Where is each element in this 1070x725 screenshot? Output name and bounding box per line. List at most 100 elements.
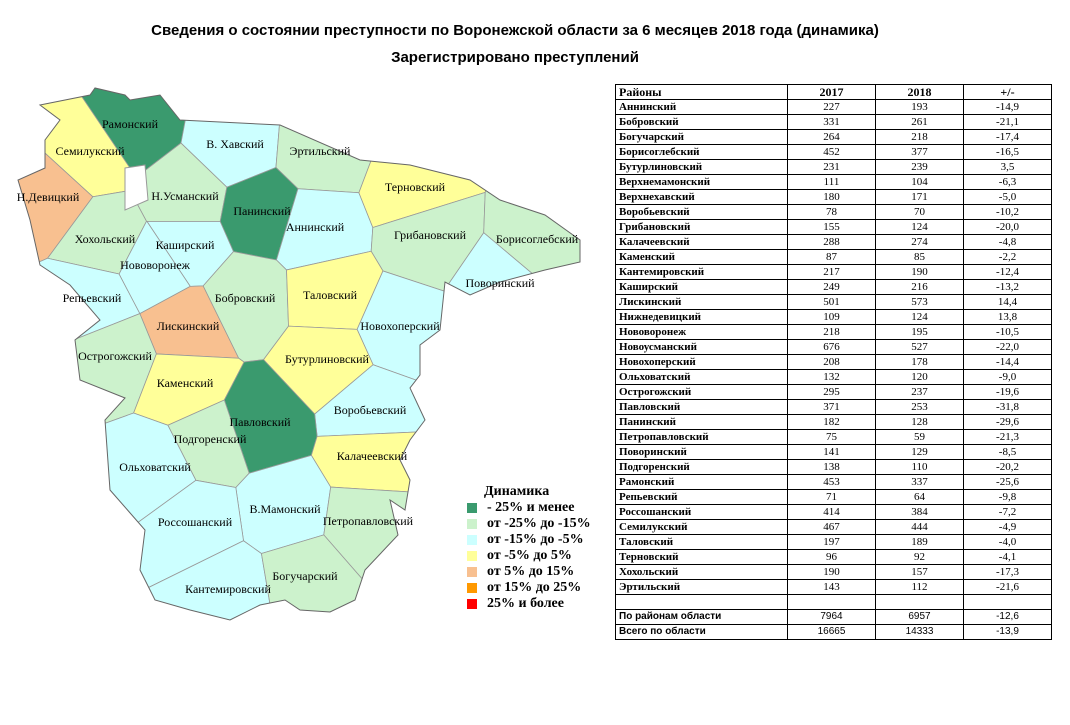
table-cell: -4,9 [963, 519, 1052, 535]
table-cell: -20,2 [963, 459, 1052, 475]
table-cell: 249 [787, 279, 876, 295]
table-cell: -20,0 [963, 219, 1052, 235]
region-label: Поворинский [465, 276, 535, 290]
table-cell: -10,2 [963, 204, 1052, 220]
table-cell: 676 [787, 339, 876, 355]
table-row: Хохольский 190 157 -17,3 [615, 564, 1052, 580]
table-cell: Репьевский [615, 489, 788, 505]
table-cell: Хохольский [615, 564, 788, 580]
table-cell: 190 [787, 564, 876, 580]
table-row: Грибановский 155 124 -20,0 [615, 219, 1052, 235]
table-cell: 218 [875, 129, 964, 145]
table-cell: Каменский [615, 249, 788, 265]
table-row: Воробьевский 78 70 -10,2 [615, 204, 1052, 220]
legend-label: - 25% и менее [487, 500, 574, 515]
table-cell: -5,0 [963, 189, 1052, 205]
table-cell: -16,5 [963, 144, 1052, 160]
table-cell: -21,6 [963, 579, 1052, 595]
region-label: Подгоренский [174, 432, 247, 446]
region-label: Эртильский [290, 144, 351, 158]
table-cell: 208 [787, 354, 876, 370]
table-cell: 111 [787, 174, 876, 190]
table-cell: 527 [875, 339, 964, 355]
region-label: Каширский [156, 238, 215, 252]
legend-label: от -5% до 5% [487, 548, 572, 563]
table-cell: Поворинский [615, 444, 788, 460]
table-cell: 227 [787, 99, 876, 115]
table-cell: -19,6 [963, 384, 1052, 400]
table-row: Бутурлиновский 231 239 3,5 [615, 159, 1052, 175]
table-cell: 124 [875, 309, 964, 325]
table-cell: 13,8 [963, 309, 1052, 325]
table-cell: -14,4 [963, 354, 1052, 370]
region-label: В.Мамонский [249, 502, 321, 516]
table-cell: -2,2 [963, 249, 1052, 265]
table-row: Поворинский 141 129 -8,5 [615, 444, 1052, 460]
table-cell: Нововоронеж [615, 324, 788, 340]
table-row: Ольховатский 132 120 -9,0 [615, 369, 1052, 385]
region-label: Бутурлиновский [285, 352, 370, 366]
table-cell: 331 [787, 114, 876, 130]
table-cell: +/- [963, 84, 1052, 100]
legend-swatch [467, 551, 477, 561]
table-cell: 124 [875, 219, 964, 235]
region-label: Богучарский [272, 569, 338, 583]
table-cell: -17,4 [963, 129, 1052, 145]
region-label: Кантемировский [185, 582, 271, 596]
table-cell: Бутурлиновский [615, 159, 788, 175]
table-cell: 452 [787, 144, 876, 160]
table-cell: 193 [875, 99, 964, 115]
table-row: Всего по области 16665 14333 -13,9 [615, 624, 1052, 640]
table-cell: 414 [787, 504, 876, 520]
legend-swatch [467, 567, 477, 577]
region-label: Н.Девицкий [17, 190, 80, 204]
region-label: Острогожский [78, 349, 152, 363]
table-cell: -13,9 [963, 624, 1052, 640]
table-cell: Верхнемамонский [615, 174, 788, 190]
table-row: Калачеевский 288 274 -4,8 [615, 234, 1052, 250]
table-cell: -31,8 [963, 399, 1052, 415]
table-row: Таловский 197 189 -4,0 [615, 534, 1052, 550]
region-label: Рамонский [102, 117, 159, 131]
table-row: Каширский 249 216 -13,2 [615, 279, 1052, 295]
table-cell: 138 [787, 459, 876, 475]
table-cell: Павловский [615, 399, 788, 415]
legend-swatch [467, 519, 477, 529]
legend-swatch [467, 599, 477, 609]
title: Сведения о состоянии преступности по Вор… [151, 22, 879, 39]
table-cell: 96 [787, 549, 876, 565]
table-row: Россошанский 414 384 -7,2 [615, 504, 1052, 520]
table-cell: 87 [787, 249, 876, 265]
table-cell: Верхнехавский [615, 189, 788, 205]
table-cell: 110 [875, 459, 964, 475]
table-cell: Таловский [615, 534, 788, 550]
table-row: Кантемировский 217 190 -12,4 [615, 264, 1052, 280]
table-cell: 78 [787, 204, 876, 220]
table-cell: -7,2 [963, 504, 1052, 520]
table-row: Нововоронеж 218 195 -10,5 [615, 324, 1052, 340]
table-row: Павловский 371 253 -31,8 [615, 399, 1052, 415]
region-label: Панинский [233, 204, 291, 218]
table-row: Районы 2017 2018 +/- [615, 84, 1052, 100]
table-cell: 129 [875, 444, 964, 460]
table-cell: Панинский [615, 414, 788, 430]
table-cell: Петропавловский [615, 429, 788, 445]
table-cell: 384 [875, 504, 964, 520]
table-cell: Аннинский [615, 99, 788, 115]
subtitle: Зарегистрировано преступлений [391, 49, 639, 66]
table-cell: 112 [875, 579, 964, 595]
table-cell: 70 [875, 204, 964, 220]
table-row: Богучарский 264 218 -17,4 [615, 129, 1052, 145]
region-label: Аннинский [286, 220, 345, 234]
table-cell: 189 [875, 534, 964, 550]
crime-table: Районы 2017 2018 +/- Аннинский 227 193 -14,9 Боб… [615, 84, 1052, 640]
table-cell: 371 [787, 399, 876, 415]
table-cell: 253 [875, 399, 964, 415]
region-label: Павловский [229, 415, 291, 429]
table-cell: Богучарский [615, 129, 788, 145]
table-cell: По районам области [615, 609, 788, 625]
table-cell: -29,6 [963, 414, 1052, 430]
table-row: Петропавловский 75 59 -21,3 [615, 429, 1052, 445]
table-cell: Калачеевский [615, 234, 788, 250]
